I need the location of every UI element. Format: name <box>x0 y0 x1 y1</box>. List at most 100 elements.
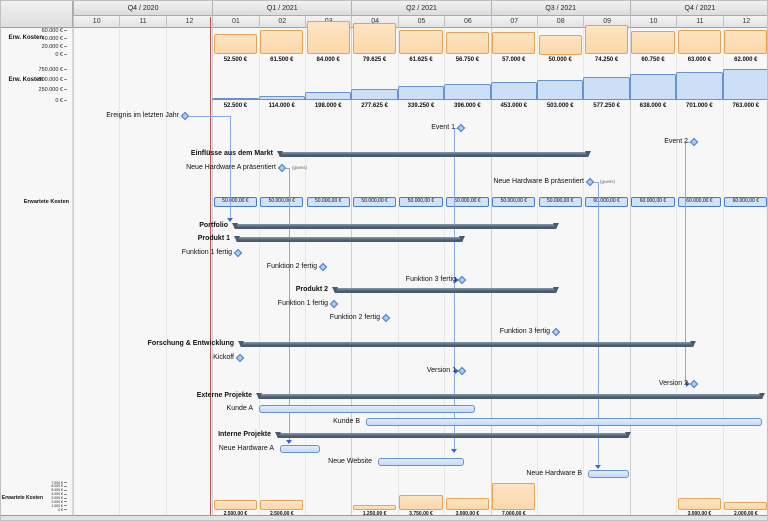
dependency-arrow-icon <box>455 368 459 374</box>
neue-hardware-b-bar[interactable] <box>588 470 629 478</box>
cumulative-cost-bar-01[interactable] <box>212 98 259 101</box>
month-header-cell[interactable]: 11 <box>119 16 165 28</box>
produkt-1-summary-bar[interactable] <box>234 235 465 242</box>
cumulative-cost-bar-05[interactable] <box>397 86 445 101</box>
month-header-cell[interactable]: 05 <box>397 16 444 28</box>
funktion-3-fertig-milestone[interactable] <box>551 327 561 337</box>
neue-hardware-a-praesentiert-label: Neue Hardware A präsentiert <box>186 164 276 171</box>
monthly-cost-bar-11[interactable] <box>677 29 722 55</box>
ereignis-im-letzten-jahr-milestone[interactable] <box>180 111 190 121</box>
funktion-1-fertig-milestone[interactable] <box>329 299 339 309</box>
event-2-milestone[interactable] <box>689 137 699 147</box>
event-1-label: Event 1 <box>431 124 455 131</box>
cumulative-cost-bar-04[interactable] <box>351 89 398 101</box>
monthly-cost-bar-10[interactable] <box>631 30 675 55</box>
month-header-cell[interactable]: 10 <box>73 16 119 28</box>
expected-cost-cell-02[interactable]: 50.000,00 € <box>260 197 304 207</box>
project-cost-bar-06[interactable] <box>445 498 490 510</box>
forschung-entwicklung-summary-bar[interactable] <box>238 340 696 347</box>
monthly-cost-bar-04[interactable] <box>352 23 397 55</box>
month-header-cell[interactable]: 11 <box>676 16 722 28</box>
monthly-cost-bar-02[interactable] <box>260 30 304 55</box>
neue-hardware-a-praesentiert-milestone[interactable] <box>277 163 287 173</box>
cumulative-cost-bar-07[interactable] <box>490 81 537 101</box>
version-2-milestone[interactable] <box>689 379 699 389</box>
month-header-cell[interactable]: 07 <box>490 16 537 28</box>
month-header-cell[interactable]: 12 <box>722 16 767 28</box>
monthly-cost-bar-06[interactable] <box>445 32 490 55</box>
kunde-b-bar[interactable] <box>366 418 762 426</box>
expected-cost-cell-07[interactable]: 50.000,00 € <box>492 197 536 207</box>
funktion-1-fertig-label: Funktion 1 fertig <box>277 300 328 307</box>
expected-cost-cell-04[interactable]: 50.000,00 € <box>352 197 397 207</box>
quarter-header-q1-2021[interactable]: Q1 / 2021 <box>212 1 351 16</box>
project-cost-bar-04[interactable] <box>352 504 397 510</box>
monthly-cost-bar-05[interactable] <box>399 30 443 55</box>
neue-hardware-a-bar[interactable] <box>280 445 320 453</box>
version-1-milestone[interactable] <box>457 366 467 376</box>
month-header-cell[interactable]: 02 <box>258 16 305 28</box>
monthly-cost-value: 74.250 € <box>594 56 619 63</box>
month-header-cell[interactable]: 04 <box>351 16 397 28</box>
expected-cost-cell-05[interactable]: 50.000,00 € <box>399 197 443 207</box>
event-1-milestone[interactable] <box>456 123 466 133</box>
expected-cost-cell-08[interactable]: 50.000,00 € <box>538 197 582 207</box>
quarter-header-q2-2021[interactable]: Q2 / 2021 <box>351 1 490 16</box>
monthly-cost-bar-09[interactable] <box>584 25 629 55</box>
expected-cost-cell-09[interactable]: 60.000,00 € <box>584 197 629 207</box>
month-header-cell[interactable]: 10 <box>629 16 676 28</box>
kunde-a-bar[interactable] <box>259 405 475 413</box>
month-header-cell[interactable]: 09 <box>583 16 629 28</box>
project-cost-bar-02[interactable] <box>260 499 304 510</box>
neue-website-bar[interactable] <box>378 458 464 466</box>
monthly-cost-bar-12[interactable] <box>724 30 767 55</box>
monthly-cost-bar-03[interactable] <box>306 21 350 55</box>
kickoff-milestone[interactable] <box>235 353 245 363</box>
funktion-3-fertig-milestone[interactable] <box>457 275 467 285</box>
cumulative-cost-bar-10[interactable] <box>629 74 677 101</box>
project-cost-bar-05[interactable] <box>399 495 443 510</box>
einfluesse-aus-dem-markt-summary-bar[interactable] <box>277 150 591 157</box>
project-cost-bar-07[interactable] <box>492 482 536 510</box>
project-cost-bar-01[interactable] <box>213 499 258 510</box>
expected-cost-cell-11[interactable]: 60.000,00 € <box>677 197 722 207</box>
cumulative-cost-bar-06[interactable] <box>444 84 491 101</box>
month-header-cell[interactable]: 08 <box>537 16 583 28</box>
project-cost-bar-11[interactable] <box>677 498 722 510</box>
cumulative-cost-bar-11[interactable] <box>676 71 723 101</box>
monthly-cost-bar-08[interactable] <box>538 34 582 55</box>
funktion-2-fertig-label: Funktion 2 fertig <box>266 263 317 270</box>
cumulative-cost-bar-12[interactable] <box>722 68 767 101</box>
interne-projekte-summary-bar[interactable] <box>275 431 631 438</box>
project-cost-bar-12[interactable] <box>724 501 767 510</box>
expected-cost-cell-03[interactable]: 50.000,00 € <box>306 197 350 207</box>
portfolio-summary-bar[interactable] <box>232 222 559 229</box>
quarter-header-q4-2020[interactable]: Q4 / 2020 <box>73 1 212 16</box>
cumulative-cost-bar-02[interactable] <box>258 95 305 101</box>
month-header-cell[interactable]: 01 <box>212 16 258 28</box>
neue-hardware-b-praesentiert-milestone[interactable] <box>585 177 595 187</box>
cumulative-cost-bar-08[interactable] <box>537 79 584 101</box>
expected-cost-cell-01[interactable]: 50.000,00 € <box>213 197 258 207</box>
horizontal-scrollbar-track[interactable] <box>1 515 767 520</box>
externe-projekte-summary-bar[interactable] <box>256 392 765 399</box>
produkt-2-summary-bar[interactable] <box>332 286 559 293</box>
expected-cost-cell-06[interactable]: 50.000,00 € <box>445 197 490 207</box>
kickoff-label: Kickoff <box>213 354 234 361</box>
expected-cost-cell-10[interactable]: 60.000,00 € <box>631 197 675 207</box>
cumulative-cost-value: 453.000 € <box>500 102 528 109</box>
cumulative-cost-bar-03[interactable] <box>305 92 352 101</box>
month-header-cell[interactable]: 06 <box>444 16 490 28</box>
funktion-2-fertig-milestone[interactable] <box>381 313 391 323</box>
neue-hardware-b-praesentiert-label: Neue Hardware B präsentiert <box>493 178 584 185</box>
quarter-header-q3-2021[interactable]: Q3 / 2021 <box>490 1 630 16</box>
cumulative-cost-bar-09[interactable] <box>583 76 630 101</box>
funktion-2-fertig-milestone[interactable] <box>318 262 328 272</box>
monthly-cost-bar-01[interactable] <box>213 33 258 55</box>
monthly-cost-bar-07[interactable] <box>492 31 536 55</box>
expected-cost-cell-12[interactable]: 60.000,00 € <box>724 197 767 207</box>
project-cost-value: 7.000,00 € <box>501 510 526 517</box>
quarter-header-q4-2021[interactable]: Q4 / 2021 <box>629 1 767 16</box>
month-header-cell[interactable]: 12 <box>165 16 212 28</box>
funktion-1-fertig-milestone[interactable] <box>233 248 243 258</box>
